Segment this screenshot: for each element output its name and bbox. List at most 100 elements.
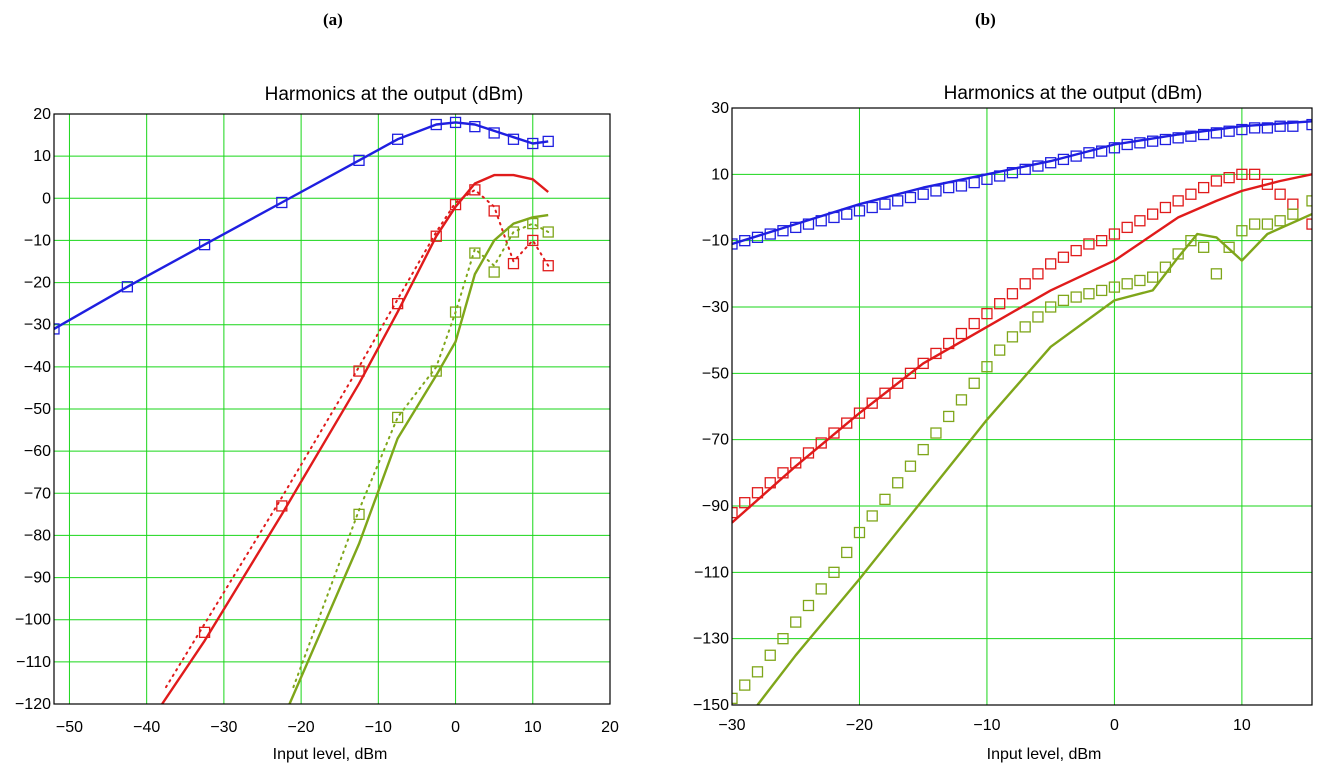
second-marker xyxy=(276,500,288,512)
third-marker xyxy=(1006,331,1019,343)
third-marker xyxy=(488,266,500,278)
second-dotted-line xyxy=(165,188,550,689)
second-marker xyxy=(1159,201,1172,214)
third-marker xyxy=(994,344,1006,356)
second-marker xyxy=(1057,251,1070,263)
y-tick-label: 10 xyxy=(711,166,729,183)
fundamental-marker xyxy=(542,135,554,148)
fundamental-marker xyxy=(981,173,993,185)
second-marker xyxy=(469,184,481,196)
second-marker xyxy=(968,317,980,330)
second-marker xyxy=(879,387,891,399)
second-marker xyxy=(1172,195,1184,207)
fundamental-marker xyxy=(1045,157,1057,169)
second-solid-line xyxy=(732,173,1312,524)
x-tick-label: 0 xyxy=(451,719,460,736)
third-marker xyxy=(469,247,481,259)
y-tick-label: −10 xyxy=(702,233,729,250)
fundamental-marker xyxy=(904,191,917,204)
second-marker xyxy=(1287,198,1299,210)
second-marker xyxy=(917,357,929,370)
third-marker xyxy=(1121,278,1133,290)
y-tick-label: −100 xyxy=(15,612,51,629)
third-marker xyxy=(1134,274,1146,287)
fundamental-marker xyxy=(1057,153,1070,166)
second-marker xyxy=(1108,228,1121,240)
y-tick-label: 0 xyxy=(42,190,51,207)
third-marker xyxy=(1223,241,1235,253)
third-marker xyxy=(879,493,891,506)
y-tick-label: −50 xyxy=(24,401,51,418)
second-marker xyxy=(943,337,955,350)
third-marker xyxy=(1172,248,1184,260)
fundamental-marker xyxy=(1019,163,1031,176)
fundamental-marker xyxy=(777,225,789,237)
y-tick-label: −110 xyxy=(16,654,51,671)
fundamental-marker xyxy=(917,188,929,200)
fundamental-marker xyxy=(994,170,1006,182)
y-tick-label: −90 xyxy=(702,498,729,515)
fundamental-marker xyxy=(1197,128,1210,141)
fundamental-marker xyxy=(1185,130,1197,142)
chart-a-xlabel: Input level, dBm xyxy=(273,746,388,763)
second-marker xyxy=(391,297,404,310)
x-tick-label: −20 xyxy=(288,719,315,736)
second-marker xyxy=(764,477,776,489)
second-marker xyxy=(1096,235,1108,247)
y-tick-label: −20 xyxy=(24,275,51,292)
x-tick-label: −50 xyxy=(56,719,83,736)
second-marker xyxy=(1306,218,1312,230)
x-tick-label: 10 xyxy=(1233,717,1251,734)
second-marker xyxy=(930,347,942,360)
third-marker xyxy=(353,508,365,521)
second-marker xyxy=(1261,178,1274,190)
fundamental-marker xyxy=(449,116,462,129)
fundamental-marker xyxy=(853,205,866,217)
y-tick-label: 30 xyxy=(711,100,729,117)
third-marker xyxy=(1057,294,1070,307)
second-marker xyxy=(1185,188,1197,200)
third-marker xyxy=(449,306,462,318)
second-marker xyxy=(1006,288,1019,300)
y-tick-label: −10 xyxy=(24,232,51,249)
chart-b-title: Harmonics at the output (dBm) xyxy=(944,83,1203,104)
fundamental-marker xyxy=(751,231,764,244)
second-marker xyxy=(841,417,853,429)
fundamental-marker xyxy=(488,127,500,139)
fundamental-marker xyxy=(469,120,481,133)
second-solid-line xyxy=(161,173,549,704)
second-marker xyxy=(751,487,764,499)
fundamental-marker xyxy=(1108,142,1121,154)
second-marker xyxy=(739,497,751,509)
fundamental-marker xyxy=(1287,120,1299,132)
third-marker xyxy=(1210,268,1223,280)
fundamental-marker xyxy=(1223,125,1235,137)
second-marker xyxy=(955,327,968,340)
third-marker xyxy=(732,692,738,705)
third-marker xyxy=(802,599,815,612)
second-marker xyxy=(1210,175,1223,187)
second-marker xyxy=(507,257,520,270)
second-marker xyxy=(828,427,840,439)
second-marker xyxy=(994,298,1006,310)
fundamental-marker xyxy=(1210,127,1223,139)
x-tick-label: −30 xyxy=(210,719,237,736)
x-tick-label: 10 xyxy=(524,719,542,736)
third-marker xyxy=(1070,291,1082,303)
fundamental-marker xyxy=(353,154,365,167)
chart-a-title: Harmonics at the output (dBm) xyxy=(265,84,524,105)
third-marker xyxy=(391,411,404,424)
fundamental-marker xyxy=(507,133,520,145)
second-marker xyxy=(1236,168,1248,180)
third-marker xyxy=(527,217,539,230)
third-dotted-line xyxy=(292,222,550,689)
fundamental-marker xyxy=(1070,150,1082,162)
y-tick-label: −70 xyxy=(702,432,729,449)
second-marker xyxy=(1197,181,1210,194)
second-marker xyxy=(1083,238,1095,250)
third-marker xyxy=(853,526,866,539)
fundamental-marker xyxy=(815,215,827,227)
third-marker xyxy=(841,546,853,559)
third-marker xyxy=(790,616,802,628)
fundamental-marker xyxy=(764,228,776,240)
